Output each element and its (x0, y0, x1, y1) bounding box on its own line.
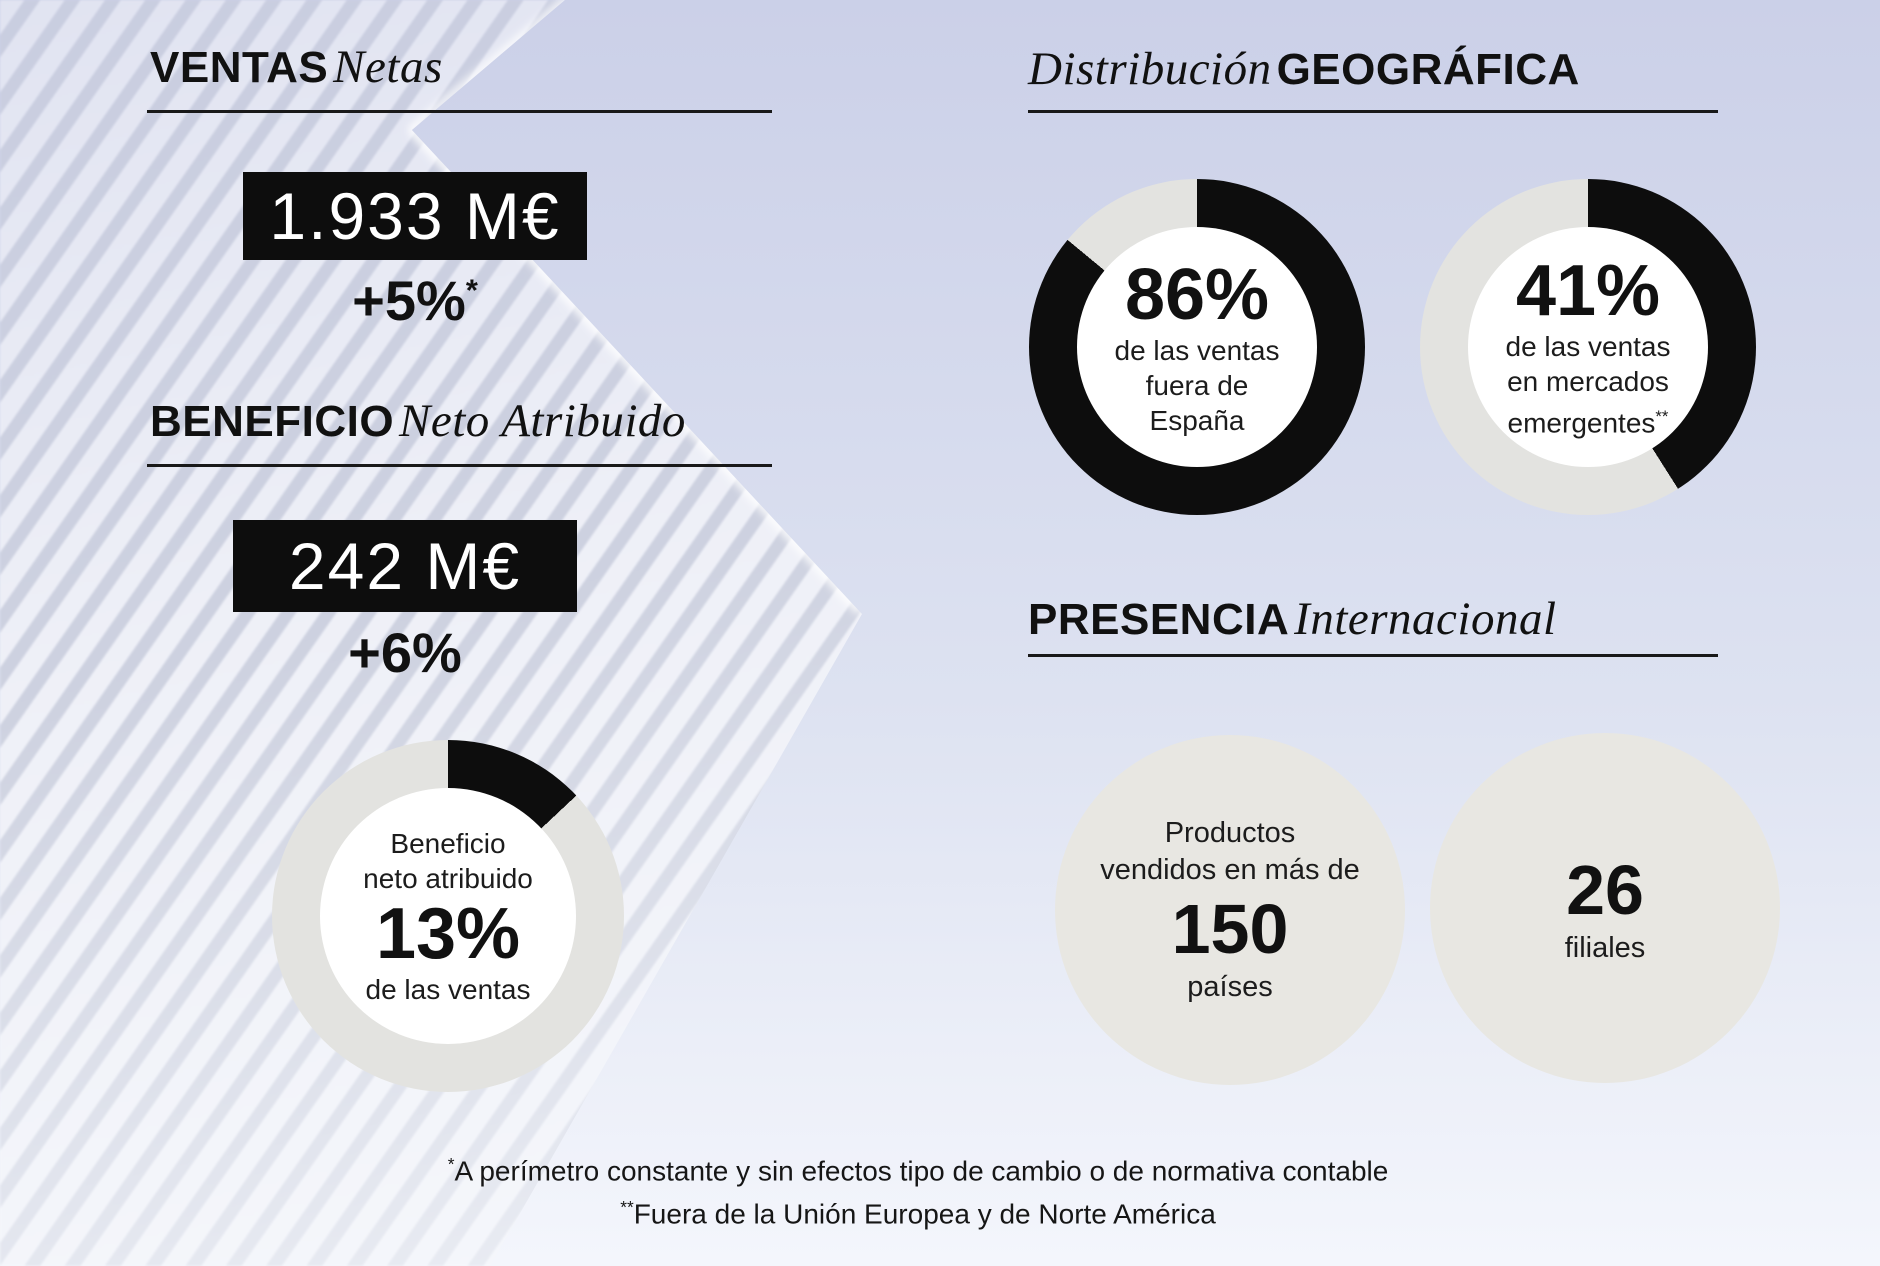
stat-26-value: 26 (1566, 850, 1644, 929)
donut-chart-mercados-emergentes-41pct: 41% de las ventas en mercados emergentes… (1420, 179, 1756, 515)
footnote-2-mark: ** (620, 1197, 634, 1218)
footnotes: *A perímetro constante y sin efectos tip… (418, 1146, 1418, 1233)
kpi-ventas: 1.933 M€ +5%* (243, 172, 587, 333)
title-beneficio-bold: BENEFICIO (150, 397, 395, 446)
stat-circle-26-filiales: 26 filiales (1430, 733, 1780, 1083)
title-ventas-bold: VENTAS (150, 43, 329, 92)
donut-41-value: 41% (1515, 251, 1661, 332)
title-presencia-italic: Internacional (1294, 593, 1557, 645)
kpi-ventas-value: 1.933 M€ (269, 179, 561, 253)
donut-chart-ventas-fuera-espana-86pct: 86% de las ventas fuera de España (1029, 179, 1365, 515)
donut-86-label: 86% de las ventas fuera de España (1114, 254, 1280, 436)
section-title-distribucion: Distribución GEOGRÁFICA (1028, 42, 1580, 96)
section-title-ventas: VENTAS Netas (150, 40, 443, 94)
kpi-beneficio-delta: +6% (348, 621, 462, 684)
kpi-beneficio-value: 242 M€ (288, 529, 522, 603)
donut-41-label: 41% de las ventas en mercados emergentes… (1505, 251, 1671, 439)
stat-circle-150-paises: Productos vendidos en más de 150 países (1055, 735, 1405, 1085)
kpi-beneficio-value-box: 242 M€ (233, 520, 577, 612)
kpi-ventas-delta: +5%* (352, 269, 478, 332)
title-distribucion-italic: Distribución (1028, 43, 1272, 95)
footnote-2: **Fuera de la Unión Europea y de Norte A… (620, 1197, 1216, 1230)
rule-distribucion (1028, 110, 1718, 113)
footnote-mark: ** (1655, 407, 1669, 427)
title-ventas-italic: Netas (333, 41, 443, 93)
rule-ventas (147, 110, 772, 113)
donut-beneficio-value: 13% (375, 893, 521, 974)
footnote-1: *A perímetro constante y sin efectos tip… (447, 1154, 1389, 1187)
section-title-beneficio: BENEFICIO Neto Atribuido (150, 394, 686, 448)
kpi-beneficio: 242 M€ +6% (233, 520, 577, 685)
donut-86-value: 86% (1124, 254, 1270, 335)
stat-150-value: 150 (1171, 889, 1289, 968)
footnote-1-mark: * (447, 1154, 455, 1174)
rule-presencia (1028, 654, 1718, 657)
title-presencia-bold: PRESENCIA (1028, 595, 1290, 644)
title-distribucion-bold: GEOGRÁFICA (1276, 45, 1580, 94)
kpi-ventas-value-box: 1.933 M€ (243, 172, 587, 260)
section-title-presencia: PRESENCIA Internacional (1028, 592, 1557, 646)
donut-chart-beneficio-13pct: Beneficio neto atribuido 13% de las vent… (272, 740, 624, 1092)
rule-beneficio (147, 464, 772, 467)
title-beneficio-italic: Neto Atribuido (399, 395, 686, 447)
donut-beneficio-label: Beneficio neto atribuido 13% de las vent… (363, 827, 533, 1005)
footnote-mark: * (465, 272, 478, 308)
